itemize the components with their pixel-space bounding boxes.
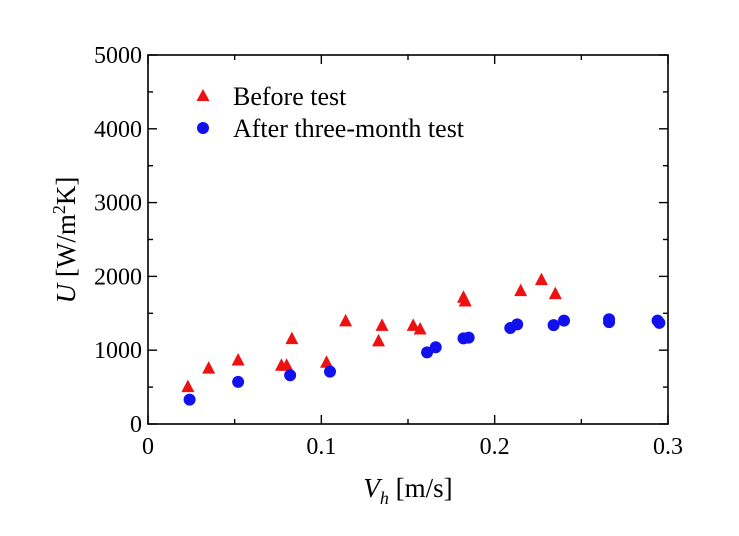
x-tick-label: 0.2 xyxy=(480,434,510,460)
data-points xyxy=(181,272,666,406)
point-after-test xyxy=(183,393,196,406)
legend: Before test After three-month test xyxy=(196,82,465,143)
point-before-test xyxy=(548,286,562,300)
y-tick-label: 5000 xyxy=(94,43,142,69)
point-before-test xyxy=(458,293,472,307)
point-before-test xyxy=(202,361,216,374)
point-before-test xyxy=(514,283,528,297)
point-after-test xyxy=(284,369,297,382)
point-before-test xyxy=(231,353,245,366)
plot-frame xyxy=(147,54,669,425)
point-before-test xyxy=(375,318,389,331)
point-after-test xyxy=(232,375,245,388)
y-tick-label: 3000 xyxy=(94,191,142,217)
x-axis-title: Vh [m/s] xyxy=(363,473,452,508)
y-tick-label: 1000 xyxy=(94,338,142,364)
point-before-test xyxy=(320,355,334,368)
point-before-test xyxy=(181,379,195,393)
point-after-test xyxy=(421,346,434,359)
point-after-test xyxy=(429,341,442,354)
tick-labels: 0 0.1 0.2 0.3 0 1000 2000 3000 4000 5000 xyxy=(94,43,683,460)
legend-marker-before-test xyxy=(196,89,210,101)
x-tick-label: 0.3 xyxy=(653,434,683,460)
y-tick-label: 0 xyxy=(130,412,142,438)
point-before-test xyxy=(339,313,353,327)
point-after-test xyxy=(653,316,666,329)
point-before-test xyxy=(280,358,294,371)
y-tick-label: 4000 xyxy=(94,117,142,143)
x-tick-label: 0 xyxy=(142,434,154,460)
point-after-test xyxy=(603,316,616,329)
x-tick-label: 0.1 xyxy=(306,434,336,460)
y-tick-label: 2000 xyxy=(94,264,142,290)
point-before-test xyxy=(406,318,420,331)
legend-label-after-test: After three-month test xyxy=(233,114,465,143)
point-before-test xyxy=(285,331,299,345)
point-after-test xyxy=(462,331,475,344)
point-after-test xyxy=(511,318,524,331)
point-after-test xyxy=(324,365,336,378)
point-after-test xyxy=(558,314,570,327)
point-after-test xyxy=(547,319,560,332)
point-before-test xyxy=(372,333,386,347)
y-axis-title: U [W/m2K] xyxy=(49,177,81,304)
axis-ticks xyxy=(147,54,669,425)
legend-label-before-test: Before test xyxy=(233,82,347,111)
legend-marker-after-test xyxy=(197,122,209,134)
point-before-test xyxy=(413,322,427,335)
point-before-test xyxy=(534,272,548,286)
